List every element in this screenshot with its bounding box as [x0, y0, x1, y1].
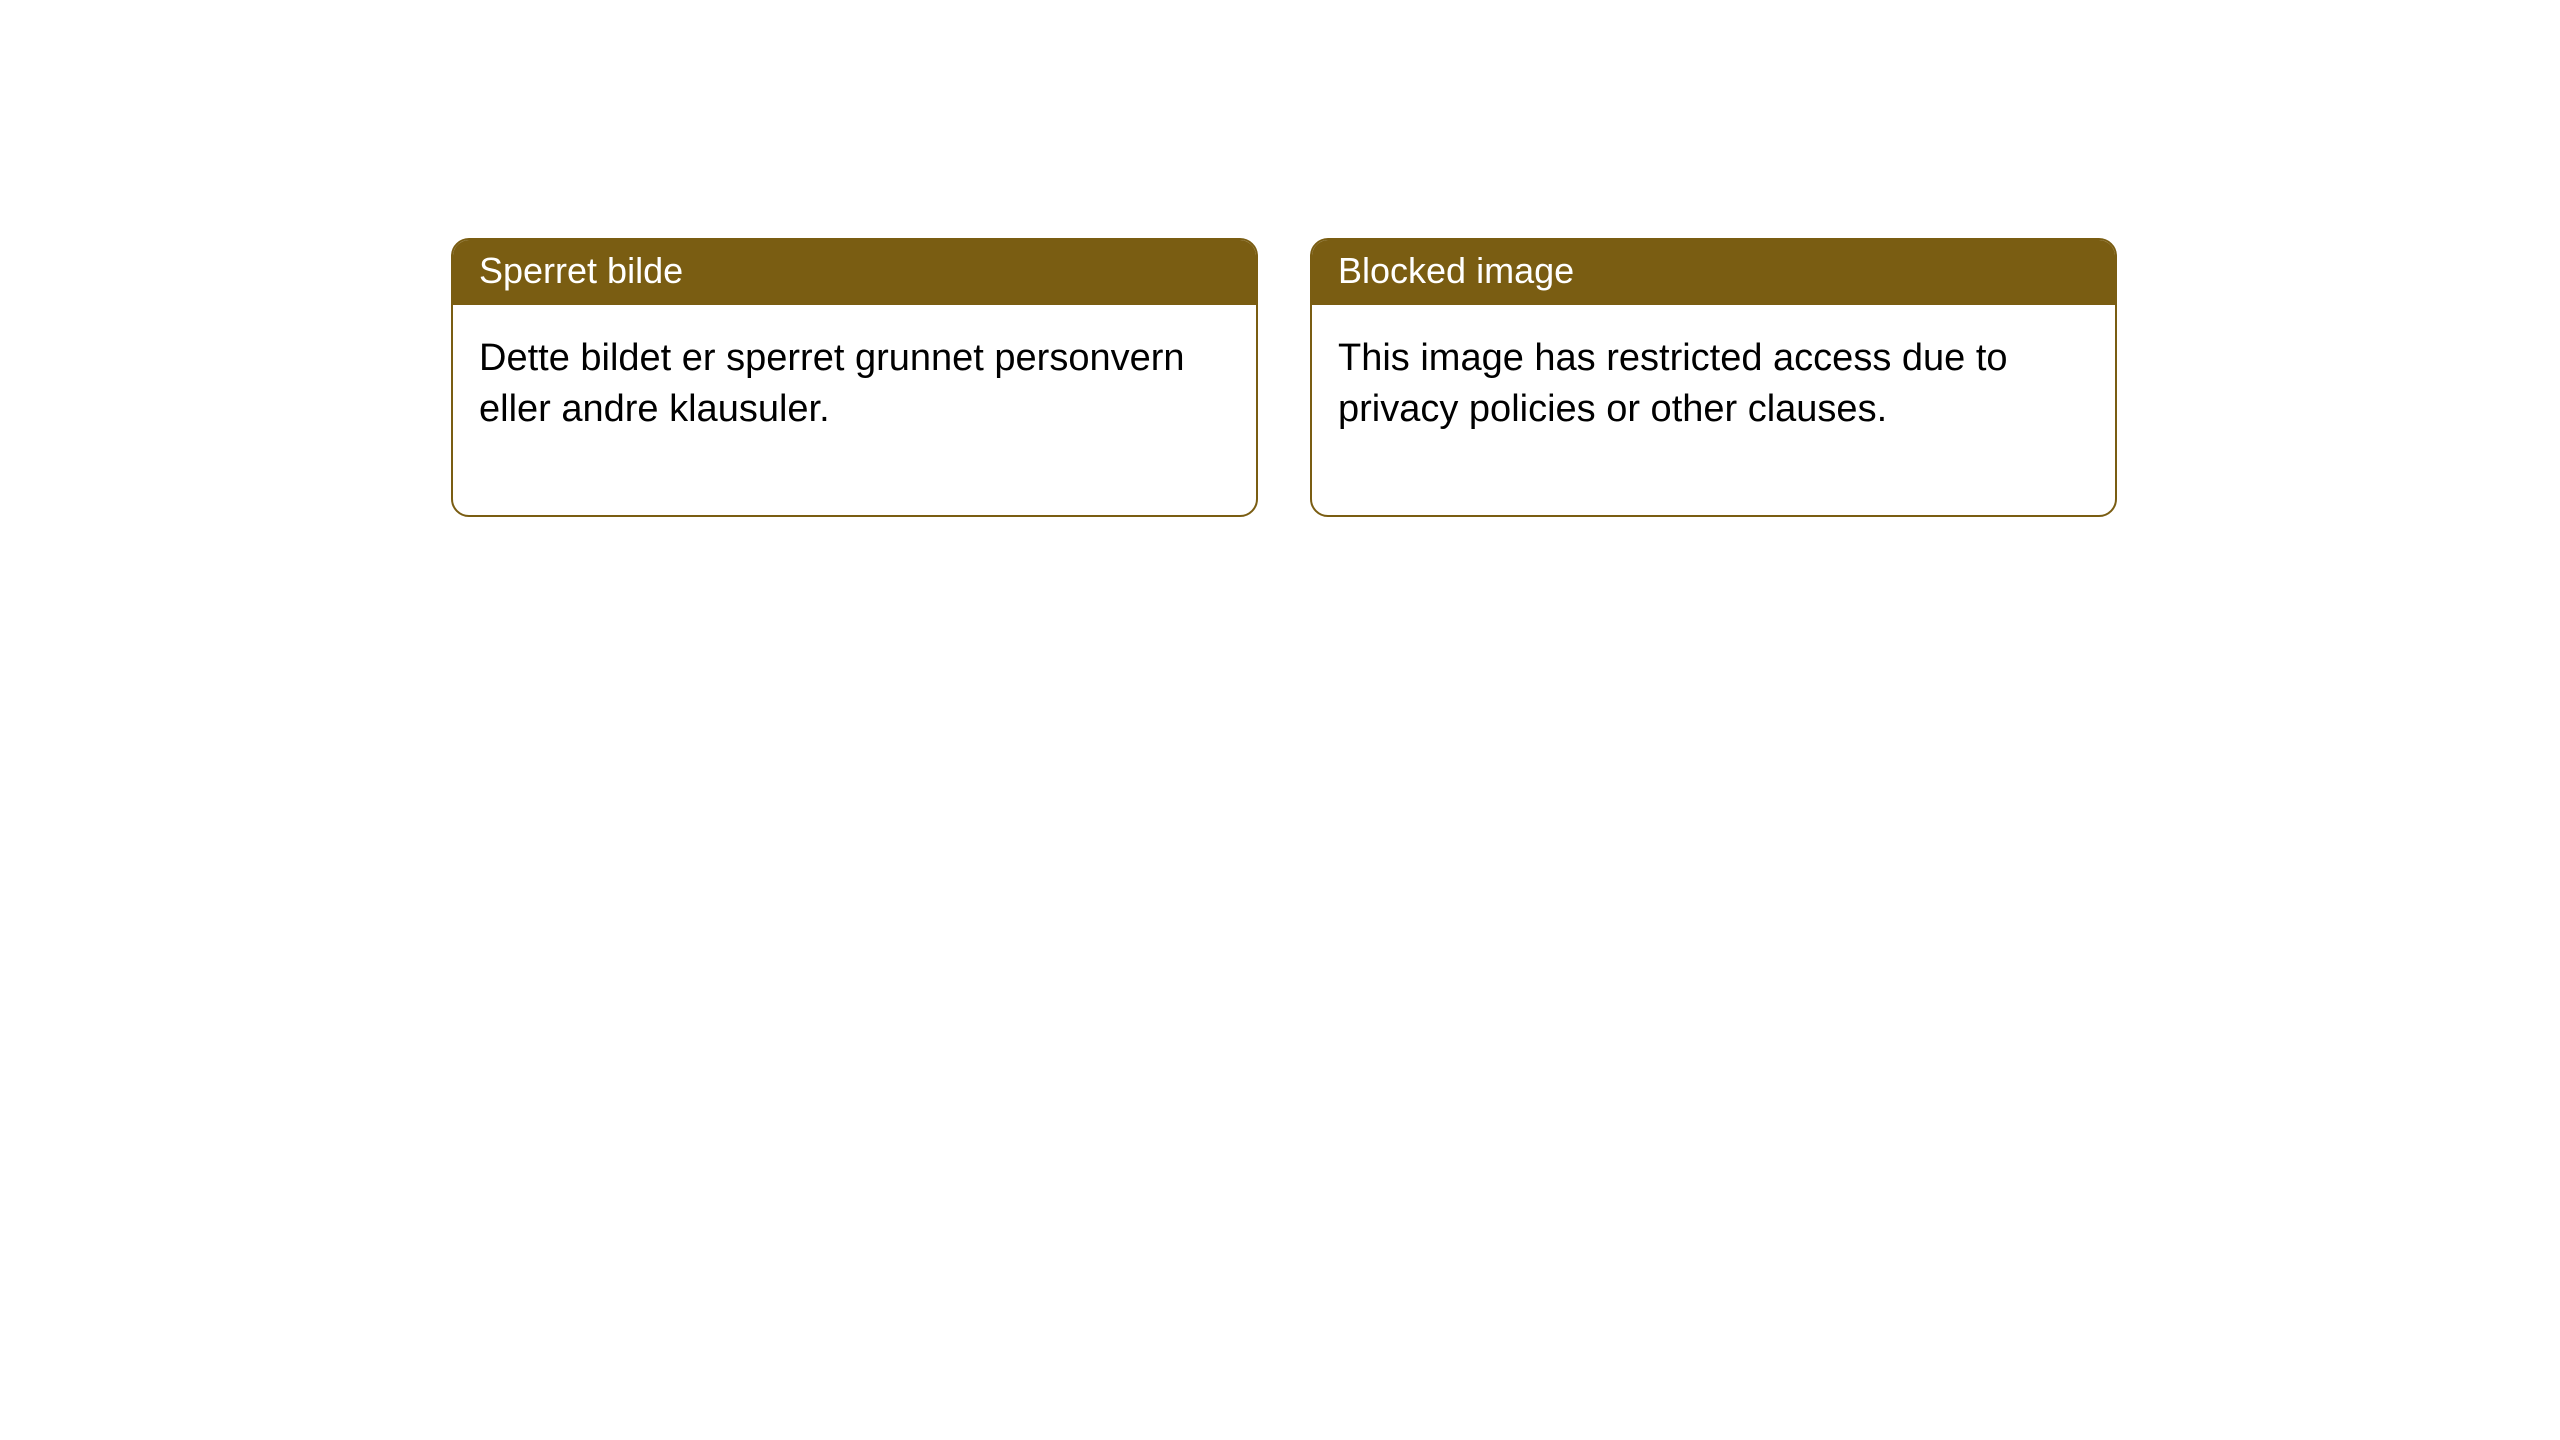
notice-title-no: Sperret bilde — [453, 240, 1256, 305]
notice-container: Sperret bilde Dette bildet er sperret gr… — [0, 0, 2560, 517]
notice-title-en: Blocked image — [1312, 240, 2115, 305]
notice-body-no: Dette bildet er sperret grunnet personve… — [453, 305, 1256, 516]
notice-box-en: Blocked image This image has restricted … — [1310, 238, 2117, 517]
notice-body-en: This image has restricted access due to … — [1312, 305, 2115, 516]
notice-box-no: Sperret bilde Dette bildet er sperret gr… — [451, 238, 1258, 517]
